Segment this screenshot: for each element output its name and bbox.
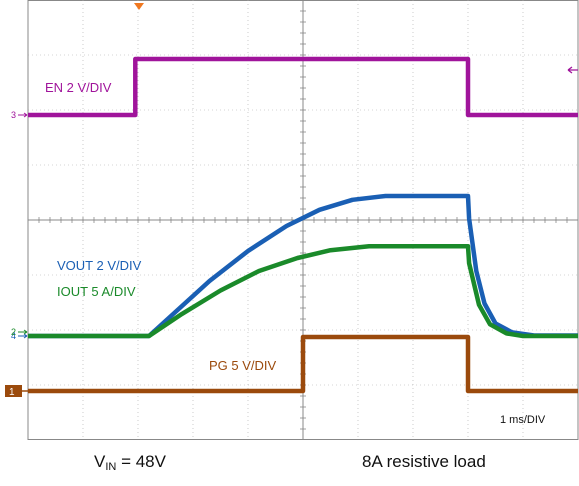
label-vout: VOUT 2 V/DIV [57, 258, 142, 273]
channel-4-arrow [18, 333, 28, 339]
channel-2-marker: 2 [11, 327, 16, 337]
trace-iout [28, 244, 578, 339]
channel-1-badge [5, 385, 22, 397]
vin-value: = 48V [116, 452, 166, 471]
channel-3-arrow [18, 112, 28, 118]
channel-1-marker: 1 [9, 387, 15, 398]
scope-chart: EN 2 V/DIV VOUT 2 V/DIV IOUT 5 A/DIV PG 5 V… [5, 0, 579, 440]
vin-caption: VIN = 48V [94, 452, 166, 473]
channel-2-arrow [18, 329, 28, 335]
trace-pg [28, 334, 578, 394]
vin-symbol: V [94, 452, 106, 471]
channel-3-marker: 3 [11, 110, 16, 120]
trigger-position-marker [134, 3, 144, 10]
channel-markers: 3 42 1 [5, 110, 30, 398]
traces [28, 56, 578, 394]
load-caption: 8A resistive load [362, 452, 486, 471]
trace-vout [28, 193, 578, 339]
label-pg: PG 5 V/DIV [209, 358, 277, 373]
vin-subscript: IN [105, 461, 117, 473]
trigger-level-arrow [567, 66, 578, 74]
timebase-label: 1 ms/DIV [500, 414, 546, 426]
trace-labels: EN 2 V/DIV VOUT 2 V/DIV IOUT 5 A/DIV PG 5 V… [45, 80, 277, 373]
label-en: EN 2 V/DIV [45, 80, 112, 95]
trace-en [28, 56, 578, 118]
label-iout: IOUT 5 A/DIV [57, 284, 136, 299]
channel-4-marker: 4 [11, 331, 16, 341]
